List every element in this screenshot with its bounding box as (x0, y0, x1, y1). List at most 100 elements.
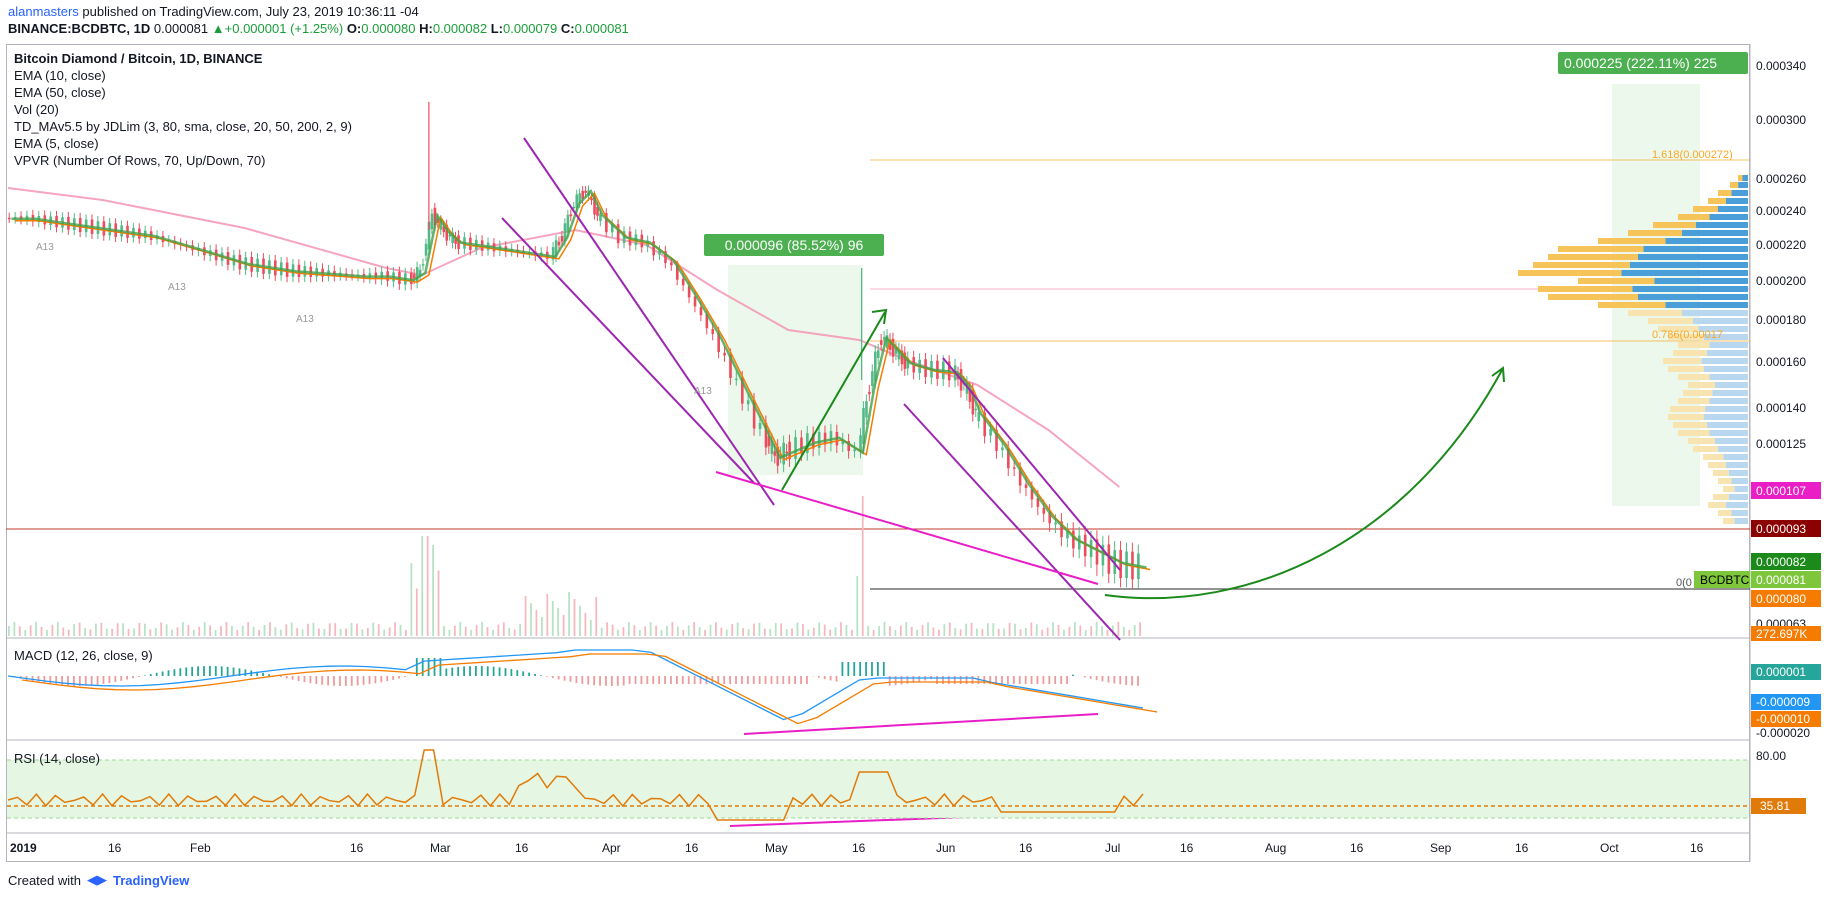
measure-label-box-2 (1558, 52, 1748, 74)
candle-body (871, 371, 874, 387)
macd-histogram-bar (1060, 676, 1063, 684)
macd-histogram-bar (741, 676, 743, 684)
macd-histogram-bar (1137, 676, 1139, 686)
candle-body (711, 329, 715, 335)
volume-bar (551, 601, 554, 636)
volume-bar (731, 624, 734, 636)
vpvr-down-bar (1718, 510, 1732, 516)
macd-histogram-bar (871, 662, 873, 676)
candle-body (433, 207, 437, 226)
candle-body (1101, 544, 1105, 566)
macd-histogram-bar (953, 676, 956, 684)
volume-bar (421, 536, 424, 636)
measure-label-1: 0.000096 (85.52%) 96 (725, 237, 864, 253)
volume-bar (780, 623, 783, 636)
candle-body (566, 214, 570, 233)
volume-bar (1014, 623, 1016, 636)
vpvr-up-bar (1682, 310, 1748, 316)
macd-histogram-bar (971, 676, 974, 684)
volume-bar (78, 622, 81, 636)
macd-histogram-bar (31, 676, 34, 682)
volume-bar (655, 625, 657, 636)
macd-histogram-bar (179, 668, 182, 676)
volume-bar (307, 623, 309, 636)
vpvr-up-bar (1704, 366, 1748, 372)
volume-bar (1128, 629, 1131, 636)
volume-bar (742, 628, 745, 636)
vpvr-down-bar (1718, 190, 1732, 196)
macd-label[interactable]: MACD (12, 26, close, 9) (14, 648, 153, 663)
macd-histogram-bar (906, 676, 909, 684)
td-annotation: A13 (296, 314, 314, 325)
volume-bar (13, 622, 16, 636)
macd-histogram-bar (735, 676, 737, 684)
rsi-tag-box (1751, 798, 1806, 814)
candle-body (658, 250, 661, 255)
macd-histogram-bar (610, 676, 613, 686)
macd-histogram-bar (616, 676, 619, 686)
volume-bar (1079, 625, 1082, 636)
volume-bar (274, 627, 277, 636)
macd-histogram-bar (652, 676, 655, 684)
channel-line-1a (523, 137, 775, 506)
volume-bar (486, 627, 489, 636)
tradingview-brand[interactable]: TradingView (112, 872, 190, 888)
vpvr-down-bar (1648, 318, 1693, 324)
x-tick-label: Aug (1265, 841, 1286, 855)
legend-ema5[interactable]: EMA (5, close) (14, 136, 99, 151)
macd-histogram-bar (362, 676, 365, 685)
volume-bar (540, 617, 543, 636)
vpvr-down-bar (1723, 518, 1735, 524)
legend-tdma[interactable]: TD_MAv5.5 by JDLim (3, 80, sma, close, 2… (14, 119, 352, 134)
legend-ema10[interactable]: EMA (10, close) (14, 68, 106, 83)
legend-vpvr[interactable]: VPVR (Number Of Rows, 70, Up/Down, 70) (14, 153, 266, 168)
rsi-label[interactable]: RSI (14, close) (14, 751, 100, 766)
legend-ema50[interactable]: EMA (50, close) (14, 85, 106, 100)
volume-bar (171, 629, 173, 636)
macd-histogram-bar (84, 676, 87, 686)
macd-histogram-bar (291, 676, 294, 680)
candle-body (687, 286, 691, 298)
volume-bar (660, 629, 663, 636)
candle-body (879, 340, 883, 345)
vpvr-up-bar (1726, 502, 1748, 508)
candle-body (8, 217, 11, 220)
macd-histogram-bar (806, 676, 808, 684)
macd-histogram-bar (794, 676, 797, 684)
macd-histogram-bar (664, 676, 666, 684)
macd-histogram-bar (551, 676, 554, 679)
vpvr-up-bar (1731, 510, 1748, 516)
macd-histogram-bar (333, 676, 335, 686)
volume-bar (600, 627, 603, 636)
candle-body (560, 236, 564, 242)
vpvr-up-bar (1715, 438, 1748, 444)
volume-bar (405, 629, 407, 636)
legend-vol[interactable]: Vol (20) (14, 102, 59, 117)
volume-bar (502, 622, 505, 636)
macd-histogram-bar (522, 671, 525, 676)
close-label: C: (560, 21, 575, 36)
vpvr-up-bar (1665, 238, 1748, 244)
volume-bar (584, 613, 587, 636)
volume-bar (508, 627, 511, 636)
candle-body (794, 437, 797, 459)
macd-histogram-bar (1119, 676, 1122, 685)
volume-bar (241, 625, 244, 636)
volume-bar (1019, 629, 1022, 636)
macd-histogram-bar (368, 676, 371, 685)
author-link[interactable]: alanmasters (8, 4, 79, 19)
macd-histogram-bar (55, 676, 58, 685)
volume-bar (89, 629, 92, 636)
macd-histogram-bar (114, 676, 117, 682)
candle-body (767, 436, 771, 447)
macd-histogram-bar (244, 669, 247, 676)
volume-bar (111, 628, 114, 636)
macd-histogram-bar (723, 676, 726, 684)
macd-histogram-bar (882, 662, 885, 676)
vpvr-up-bar (1726, 462, 1748, 468)
candle-body (971, 390, 975, 415)
volume-bar (823, 624, 826, 636)
candle-body (829, 431, 833, 444)
macd-histogram-bar (888, 676, 891, 686)
